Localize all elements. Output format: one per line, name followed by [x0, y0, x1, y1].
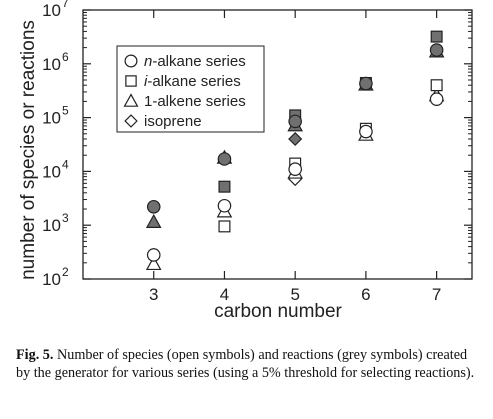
y-tick-exponent: 6 [62, 50, 69, 64]
triangle-grey-point [145, 213, 162, 228]
y-tick-exponent: 5 [62, 104, 69, 118]
figure-caption: Fig. 5. Number of species (open symbols)… [16, 346, 480, 382]
circle-grey-point [359, 76, 373, 91]
legend-label: i-alkane series [144, 73, 241, 90]
legend-triangle-marker [123, 93, 139, 107]
circle-grey-point [288, 114, 302, 129]
legend-circle-marker [124, 54, 138, 68]
y-tick-exponent: 3 [62, 211, 69, 225]
circle-grey-point [146, 199, 161, 214]
triangle-open-point [145, 255, 162, 271]
x-tick-label: 4 [220, 285, 229, 304]
data-points [145, 30, 445, 271]
y-tick-exponent: 4 [62, 157, 69, 171]
square-grey-point [218, 180, 231, 193]
y-tick-label: 10 [42, 216, 61, 235]
x-axis-title: carbon number [214, 301, 342, 322]
legend: n-alkane series i-alkane series 1-alkene s… [116, 45, 265, 133]
diamond-grey-point [288, 131, 303, 147]
plot-area-frame [82, 9, 473, 280]
y-axis-title: number of species or reactions [18, 20, 39, 280]
y-tick-label: 10 [42, 162, 61, 181]
circle-open-point [217, 198, 232, 213]
y-tick-exponent: 2 [62, 265, 69, 279]
legend-label: isoprene [144, 113, 202, 130]
x-tick-label: 6 [361, 285, 370, 304]
legend-box [116, 45, 265, 133]
caption-text: Number of species (open symbols) and rea… [16, 347, 475, 381]
square-open-point [218, 220, 231, 233]
x-tick-label: 5 [290, 285, 299, 304]
legend-diamond-marker [124, 114, 138, 128]
y-tick-exponent: 7 [62, 0, 69, 10]
circle-grey-point [429, 43, 444, 57]
square-grey-point [430, 30, 443, 43]
square-open-point [430, 79, 443, 92]
legend-label: n-alkane series [144, 53, 246, 70]
y-tick-label: 10 [42, 270, 61, 289]
circle-open-point [288, 162, 302, 176]
circle-open-point [359, 124, 373, 139]
x-axis-ticks: 3 4 5 6 7 [149, 10, 441, 304]
y-tick-label: 10 [42, 109, 61, 128]
x-tick-label: 7 [432, 285, 441, 304]
caption-label: Fig. 5. [16, 347, 54, 363]
y-tick-label: 10 [42, 1, 61, 20]
legend-label: 1-alkene series [144, 93, 246, 110]
x-tick-label: 3 [149, 285, 158, 304]
legend-square-marker [125, 75, 137, 87]
circle-grey-point [217, 152, 232, 166]
circle-open-point [429, 92, 444, 106]
circle-open-point [146, 248, 161, 262]
y-tick-label: 10 [42, 55, 61, 74]
